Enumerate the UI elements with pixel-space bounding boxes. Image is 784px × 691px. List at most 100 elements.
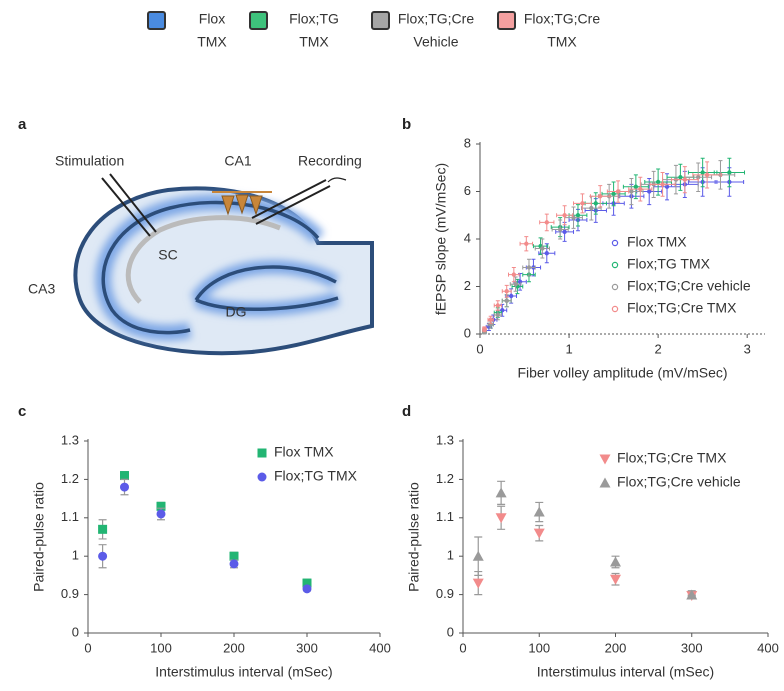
marker bbox=[156, 501, 166, 511]
marker bbox=[472, 550, 484, 561]
point bbox=[638, 186, 643, 192]
marker bbox=[599, 477, 611, 488]
point bbox=[513, 281, 518, 287]
point bbox=[678, 175, 683, 180]
marker bbox=[229, 559, 239, 569]
x-tick-label: 0 bbox=[459, 640, 466, 655]
legend-label: Flox;TG;Cre bbox=[398, 11, 474, 27]
diagram-label: DG bbox=[226, 304, 247, 320]
point bbox=[524, 241, 529, 246]
x-tick-label: 0 bbox=[476, 341, 483, 356]
x-tick-label: 300 bbox=[681, 640, 703, 655]
recording-electrode bbox=[251, 179, 331, 225]
point bbox=[647, 189, 652, 194]
panel-label: b bbox=[402, 116, 411, 133]
marker bbox=[611, 305, 619, 313]
y-tick-label: 1.2 bbox=[61, 471, 79, 486]
series bbox=[472, 480, 698, 600]
diagram-label: CA1 bbox=[224, 153, 251, 169]
diagram-label: Recording bbox=[298, 153, 362, 169]
series bbox=[482, 161, 722, 333]
point bbox=[488, 317, 493, 322]
x-tick-label: 0 bbox=[84, 640, 91, 655]
marker bbox=[495, 487, 507, 498]
legend-label: Flox;TG;Cre TMX bbox=[627, 300, 737, 316]
y-tick-label: 0 bbox=[72, 624, 79, 639]
y-tick-label: 0 bbox=[464, 325, 471, 340]
y-axis-label: fEPSP slope (mV/mSec) bbox=[433, 163, 449, 315]
x-axis-label: Fiber volley amplitude (mV/mSec) bbox=[517, 365, 727, 381]
marker bbox=[611, 261, 619, 269]
marker bbox=[472, 578, 484, 589]
y-tick-label: 1.2 bbox=[436, 471, 454, 486]
point bbox=[562, 213, 567, 218]
point bbox=[589, 205, 594, 211]
x-tick-label: 200 bbox=[223, 640, 245, 655]
point bbox=[598, 194, 603, 199]
point bbox=[540, 246, 545, 251]
legend-swatch bbox=[371, 11, 390, 30]
legend-label: Flox;TG TMX bbox=[274, 468, 358, 484]
y-tick-label: 0 bbox=[447, 624, 454, 639]
point bbox=[517, 279, 523, 284]
marker bbox=[599, 454, 611, 465]
legend-label: Flox TMX bbox=[274, 444, 334, 460]
legend-swatch bbox=[497, 11, 516, 30]
y-tick-label: 1.1 bbox=[61, 509, 79, 524]
point bbox=[504, 298, 509, 303]
diagram-label: SC bbox=[158, 247, 177, 263]
y-tick-label: 1.3 bbox=[61, 432, 79, 447]
y-tick-label: 8 bbox=[464, 135, 471, 150]
point bbox=[727, 170, 732, 175]
x-axis-label: Interstimulus interval (mSec) bbox=[537, 664, 714, 680]
x-tick-label: 1 bbox=[565, 341, 572, 356]
point bbox=[526, 265, 532, 270]
x-tick-label: 400 bbox=[757, 640, 779, 655]
marker bbox=[610, 556, 621, 567]
point bbox=[655, 179, 661, 185]
point bbox=[629, 189, 634, 194]
panel-label: d bbox=[402, 403, 411, 420]
series bbox=[472, 505, 698, 601]
diagram-label: Stimulation bbox=[55, 153, 124, 169]
point bbox=[495, 303, 501, 308]
legend-label: Flox;TG;Cre bbox=[524, 11, 600, 27]
recording-wire bbox=[327, 177, 347, 183]
x-axis-label: Interstimulus interval (mSec) bbox=[155, 664, 332, 680]
x-tick-label: 3 bbox=[744, 341, 751, 356]
marker bbox=[610, 574, 621, 585]
panel-label: c bbox=[18, 403, 26, 420]
y-tick-label: 1 bbox=[447, 548, 454, 563]
marker bbox=[495, 513, 507, 524]
marker bbox=[302, 584, 312, 594]
point bbox=[696, 175, 701, 180]
x-tick-label: 400 bbox=[369, 640, 391, 655]
marker bbox=[611, 283, 619, 291]
point bbox=[508, 293, 514, 299]
x-tick-label: 100 bbox=[528, 640, 550, 655]
legend-label: Flox bbox=[199, 11, 225, 27]
point bbox=[633, 184, 639, 189]
y-axis-label: Paired-pulse ratio bbox=[31, 482, 47, 592]
point bbox=[500, 308, 505, 313]
marker bbox=[98, 551, 108, 561]
x-tick-label: 2 bbox=[655, 341, 662, 356]
point bbox=[611, 191, 616, 197]
point bbox=[700, 170, 705, 175]
y-tick-label: 4 bbox=[464, 230, 471, 245]
y-tick-label: 1.3 bbox=[436, 432, 454, 447]
marker bbox=[533, 528, 545, 539]
point bbox=[482, 327, 487, 332]
marker bbox=[686, 589, 698, 600]
point bbox=[562, 229, 567, 235]
legend-label: Flox;TG TMX bbox=[627, 256, 711, 272]
x-tick-label: 200 bbox=[605, 640, 627, 655]
legend-label: Flox;TG bbox=[289, 11, 339, 27]
legend-swatch bbox=[249, 11, 268, 30]
point bbox=[544, 220, 549, 225]
stimulation-electrode bbox=[101, 173, 157, 237]
point bbox=[704, 172, 710, 178]
point bbox=[580, 201, 585, 206]
point bbox=[504, 289, 509, 294]
